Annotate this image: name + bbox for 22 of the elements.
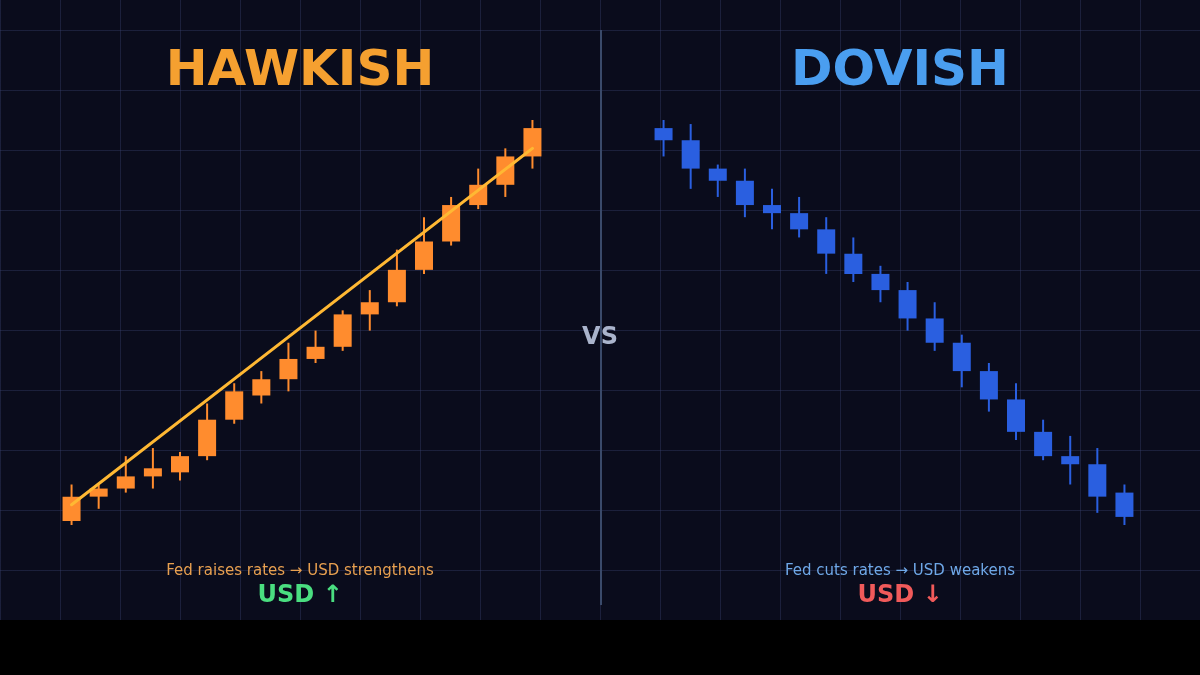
candlestick: [252, 370, 271, 405]
text: USD ↓: [857, 580, 943, 608]
candlestick: [143, 447, 162, 490]
candlestick: [763, 187, 781, 231]
chart-title: DOVISH: [791, 39, 1009, 97]
candlestick: [708, 163, 727, 198]
candlestick: [89, 483, 108, 510]
candlestick: [279, 341, 298, 393]
text: VS: [582, 322, 618, 350]
candlestick: [171, 451, 189, 482]
candlestick: [116, 455, 135, 494]
candlestick: [1061, 434, 1080, 486]
candlestick: [871, 264, 890, 304]
text: Fed cuts rates → USD weakens: [784, 561, 1016, 579]
chart-title: HAWKISH: [165, 39, 435, 97]
candlestick: [790, 195, 809, 239]
text: Fed raises rates → USD strengthens: [166, 561, 434, 579]
candlestick: [306, 329, 325, 364]
candlestick: [360, 289, 379, 332]
candlestick: [844, 236, 863, 283]
candlestick: [654, 119, 673, 158]
text: USD ↑: [257, 580, 343, 608]
